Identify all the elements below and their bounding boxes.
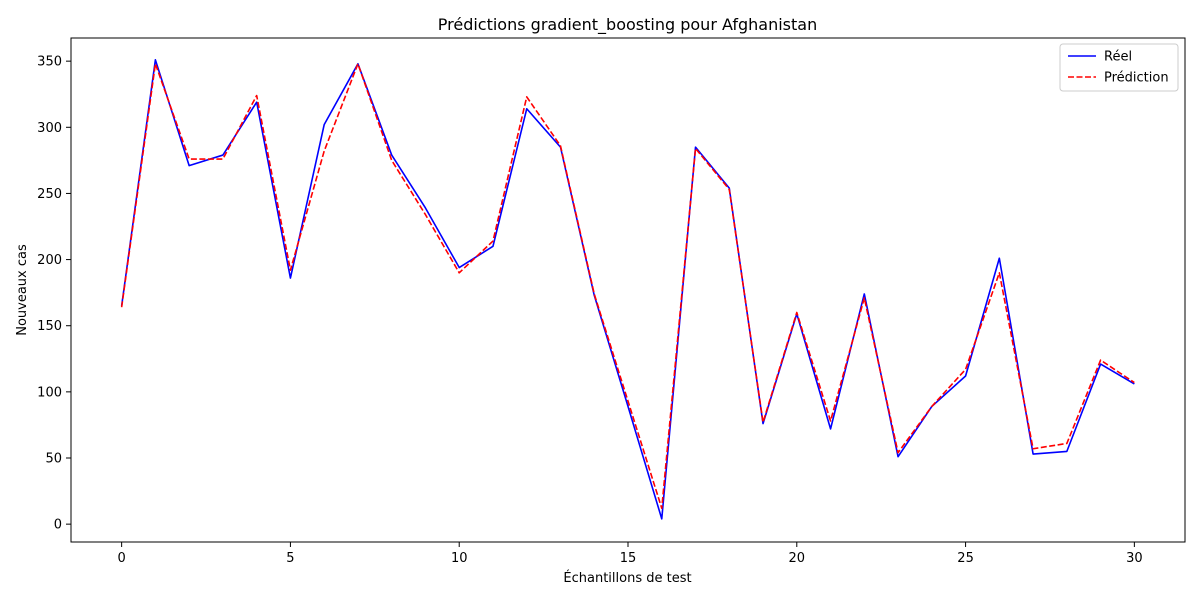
legend-label-2: Prédiction — [1104, 71, 1169, 86]
x-tick-label: 5 — [286, 551, 294, 566]
y-tick-label: 0 — [54, 518, 62, 533]
series-layer — [120, 59, 1135, 520]
x-axis-ticks: 0 5 10 15 20 25 30 — [117, 542, 1143, 566]
y-tick-label: 250 — [37, 187, 62, 202]
x-tick-label: 25 — [957, 551, 974, 566]
x-tick-label: 20 — [789, 551, 806, 566]
y-tick-label: 300 — [37, 121, 62, 136]
legend-label-1: Réel — [1104, 50, 1132, 65]
y-axis-title: Nouveaux cas — [15, 244, 30, 336]
series-line-1 — [120, 59, 1135, 520]
series-line-2 — [120, 62, 1135, 510]
y-tick-label: 50 — [45, 452, 62, 467]
plot-area-frame — [70, 37, 1186, 543]
y-axis-ticks: 0 50 100 150 200 250 300 350 — [37, 55, 71, 533]
x-tick-label: 30 — [1126, 551, 1143, 566]
x-tick-label: 10 — [451, 551, 468, 566]
x-tick-label: 15 — [620, 551, 637, 566]
y-tick-label: 350 — [37, 55, 62, 70]
legend: Réel Prédiction — [1059, 43, 1179, 92]
x-axis-title: Échantillons de test — [563, 570, 691, 586]
x-tick-label: 0 — [117, 551, 125, 566]
chart-title: Prédictions gradient_boosting pour Afgha… — [438, 15, 817, 35]
y-tick-label: 200 — [37, 253, 62, 268]
y-tick-label: 150 — [37, 319, 62, 334]
y-tick-label: 100 — [37, 385, 62, 400]
